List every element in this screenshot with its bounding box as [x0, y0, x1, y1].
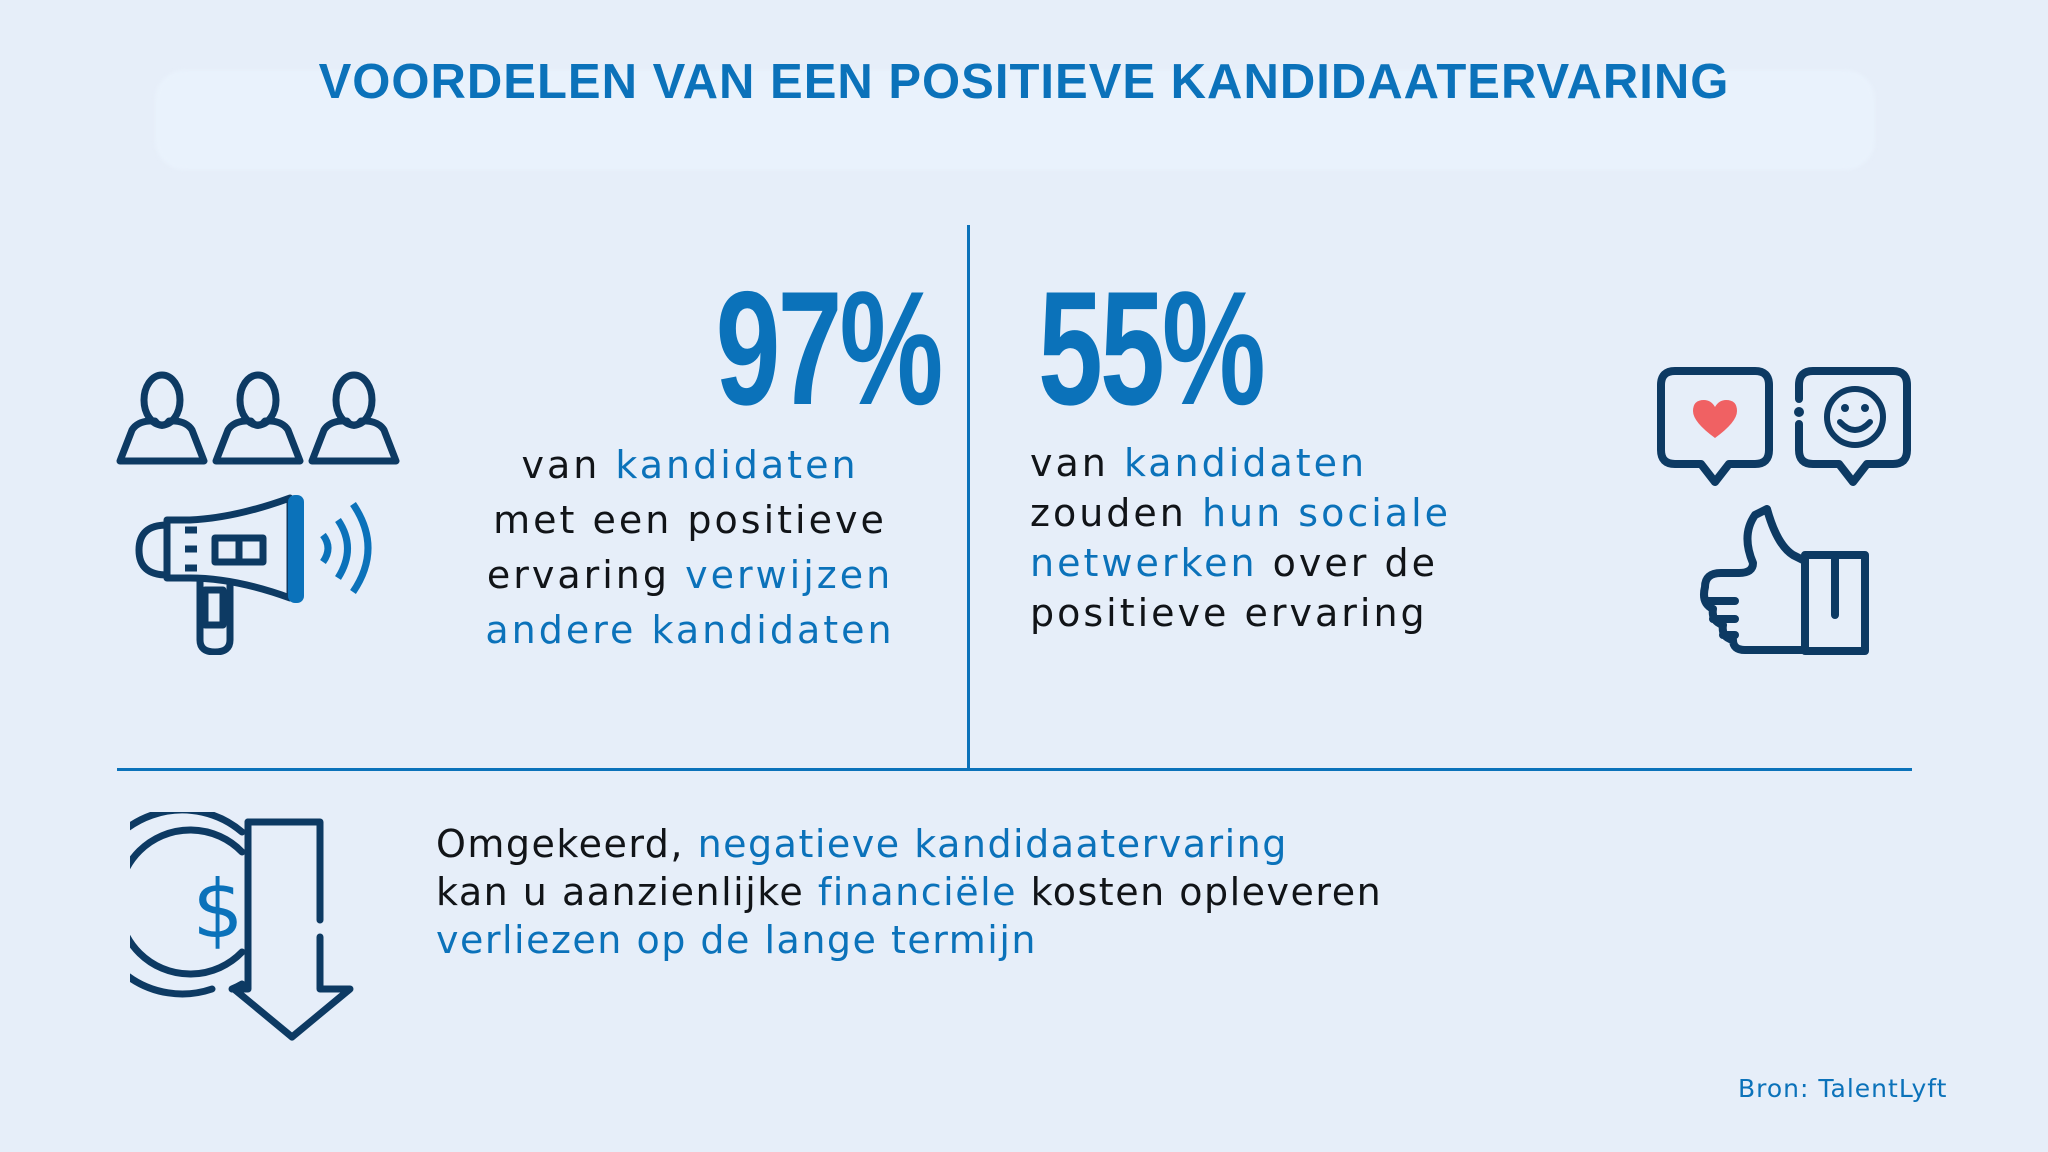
highlight-segment: kandidaten — [1123, 441, 1368, 485]
highlight-segment: financiële — [817, 870, 1018, 914]
text-segment: kan u aanzienlijke — [436, 870, 818, 914]
highlight-segment: verwijzen — [685, 553, 894, 597]
stat-line: positieve ervaring — [1030, 588, 1590, 638]
stat-97-percent: 97% — [715, 258, 944, 439]
stat-line: zouden hun sociale — [1030, 488, 1590, 538]
page-title: VOORDELEN VAN EEN POSITIEVE KANDIDAATERV… — [318, 55, 1730, 109]
neg-line: verliezen op de lange termijn — [436, 916, 1536, 964]
source-credit: Bron: TalentLyft — [1738, 1074, 1948, 1103]
money-down-icon: $ — [130, 812, 354, 1041]
text-segment: met een positieve — [493, 498, 887, 542]
highlight-segment: andere kandidaten — [485, 608, 895, 652]
text-segment: positieve ervaring — [1030, 591, 1428, 635]
text-segment: ervaring — [486, 553, 686, 597]
vertical-divider — [967, 225, 970, 770]
smiley-chat-icon — [1794, 367, 1911, 486]
horizontal-divider — [117, 768, 1912, 771]
stat-line: andere kandidaten — [440, 603, 940, 658]
people-icon — [116, 371, 400, 465]
highlight-segment: netwerken — [1030, 541, 1258, 585]
megaphone-icon — [135, 494, 372, 655]
stat-line: ervaring verwijzen — [440, 548, 940, 603]
stat-line: met een positieve — [440, 493, 940, 548]
dollar-icon: $ — [193, 863, 244, 956]
text-segment: van — [521, 443, 616, 487]
text-segment: van — [1030, 441, 1124, 485]
text-segment: Omgekeerd, — [436, 822, 698, 866]
stat-line: van kandidaten — [1030, 438, 1590, 488]
stat-line: van kandidaten — [440, 438, 940, 493]
stat-55-percent: 55% — [1038, 258, 1266, 439]
negative-experience-text: Omgekeerd, negatieve kandidaatervaring k… — [436, 820, 1536, 964]
neg-line: kan u aanzienlijke financiële kosten opl… — [436, 868, 1536, 916]
highlight-segment: negatieve kandidaatervaring — [697, 822, 1288, 866]
text-segment: zouden — [1030, 491, 1202, 535]
heart-icon — [1693, 400, 1737, 438]
text-segment: kosten opleveren — [1017, 870, 1383, 914]
highlight-segment: hun sociale — [1201, 491, 1452, 535]
highlight-segment: kandidaten — [615, 443, 859, 487]
heart-chat-icon — [1657, 367, 1773, 486]
stat-55-description: van kandidaten zouden hun sociale netwer… — [1030, 438, 1590, 638]
text-segment: over de — [1257, 541, 1438, 585]
thumbs-up-icon — [1700, 505, 1869, 655]
highlight-segment: verliezen op de lange termijn — [436, 918, 1037, 962]
title-background — [155, 70, 1875, 170]
stat-line: netwerken over de — [1030, 538, 1590, 588]
stat-97-description: van kandidaten met een positieve ervarin… — [440, 438, 940, 658]
neg-line: Omgekeerd, negatieve kandidaatervaring — [436, 820, 1536, 868]
